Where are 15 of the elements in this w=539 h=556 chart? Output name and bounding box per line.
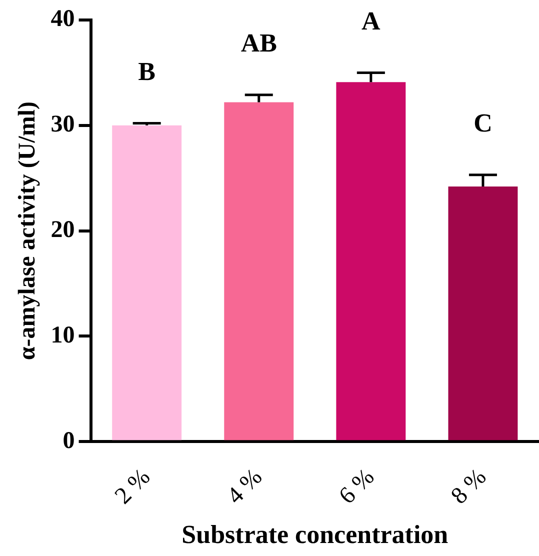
y-tick-label: 30 (50, 112, 75, 138)
annotation: C (474, 108, 492, 138)
x-tick-label: 4 % (222, 464, 268, 510)
x-axis-title: Substrate concentration (182, 520, 449, 550)
x-tick-label: 8 % (446, 464, 492, 510)
x-tick-label: 6 % (334, 464, 380, 510)
annotation: A (362, 6, 381, 36)
y-tick-label: 10 (50, 322, 75, 348)
y-tick-label: 0 (62, 428, 75, 454)
annotation: AB (240, 28, 277, 58)
y-axis-title: α-amylase activity (U/ml) (14, 101, 41, 360)
x-tick-label: 2 % (110, 464, 156, 510)
y-tick-label: 40 (50, 6, 75, 32)
annotation: B (138, 57, 156, 86)
y-tick-label: 20 (50, 216, 75, 243)
